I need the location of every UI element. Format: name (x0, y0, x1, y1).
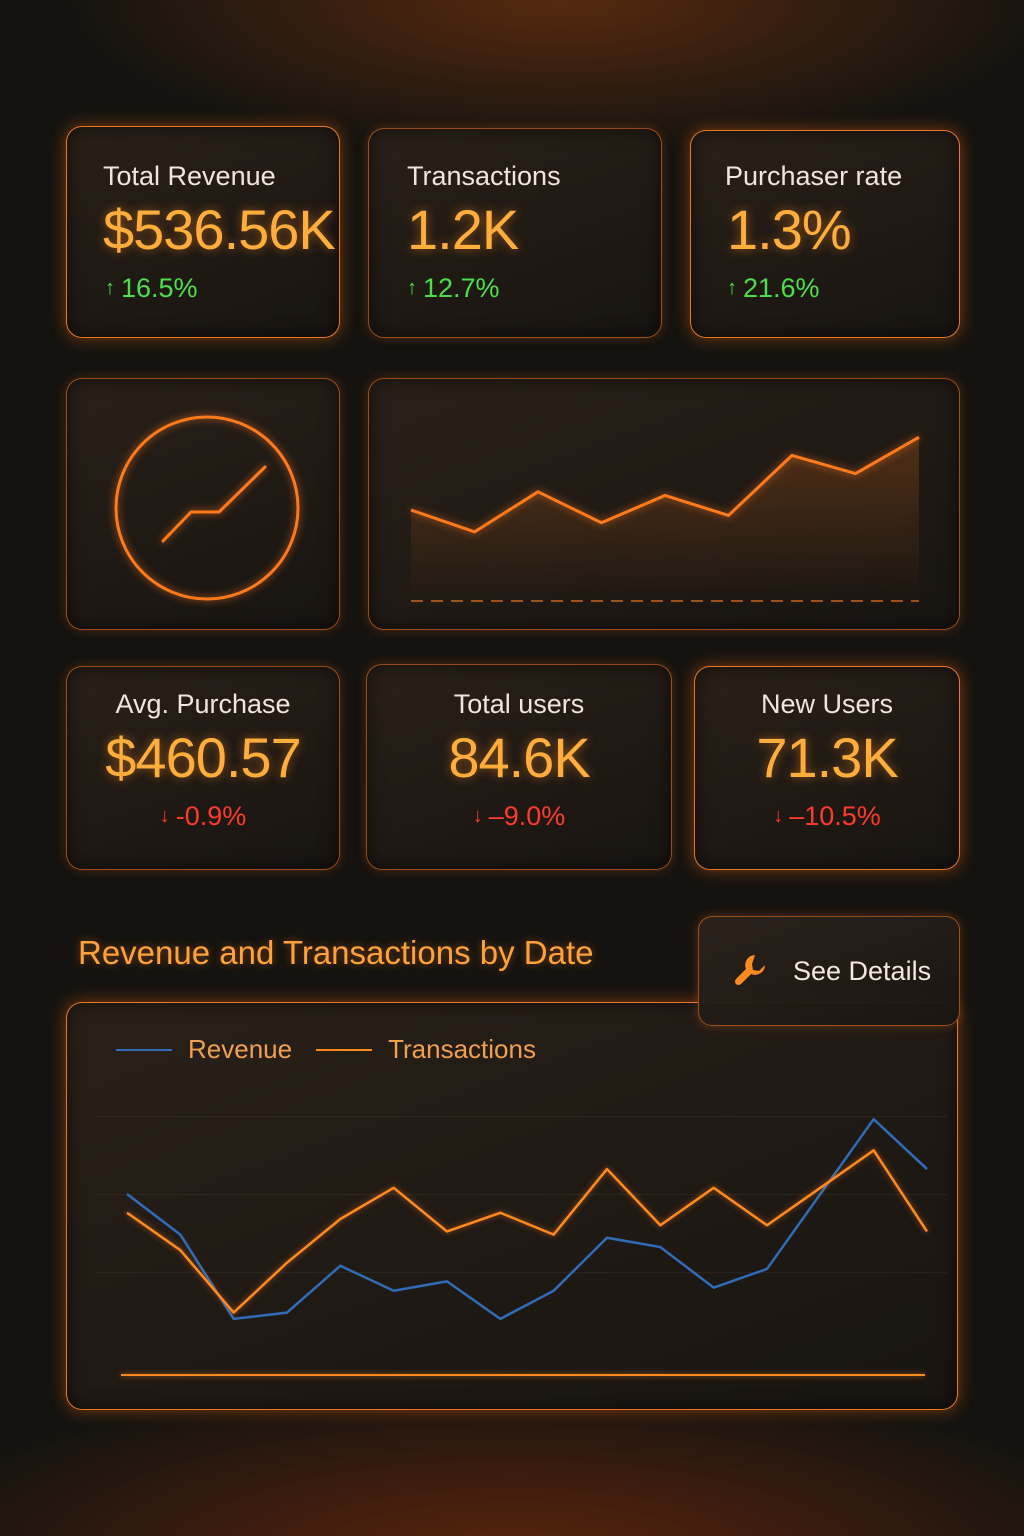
kpi-label: Avg. Purchase (115, 689, 291, 719)
kpi-card-transactions[interactable]: Transactions 1.2K ↑ 12.7% (368, 128, 662, 338)
kpi-value: 71.3K (756, 726, 898, 789)
kpi-delta-value: –10.5% (789, 801, 881, 831)
kpi-label: New Users (760, 689, 894, 719)
see-details-label: See Details (793, 955, 932, 986)
legend-item-transactions: Transactions (316, 1034, 536, 1065)
sparkline-chart (410, 435, 920, 602)
arrow-up-icon: ↑ (105, 277, 115, 299)
arrow-down-icon: ↓ (773, 805, 784, 827)
arrow-up-icon: ↑ (727, 277, 737, 299)
legend-item-revenue: Revenue (116, 1034, 292, 1065)
kpi-value: $536.56K (103, 198, 336, 261)
sparkline-card[interactable] (368, 378, 960, 630)
chart-legend: Revenue Transactions (116, 1034, 560, 1065)
legend-label: Transactions (388, 1034, 536, 1064)
main-chart-card (66, 1002, 958, 1410)
kpi-value: 1.3% (727, 198, 852, 261)
kpi-delta: ↓ –9.0% (367, 801, 671, 832)
kpi-delta: ↑ 21.6% (727, 273, 820, 304)
arrow-down-icon: ↓ (159, 805, 170, 827)
sparkline-line (410, 435, 920, 534)
kpi-delta-value: 21.6% (743, 273, 820, 303)
kpi-delta: ↓ -0.9% (67, 801, 339, 832)
gauge-trend-icon (114, 415, 300, 601)
kpi-delta-value: -0.9% (175, 801, 247, 831)
legend-label: Revenue (188, 1034, 293, 1064)
kpi-delta: ↓ –10.5% (695, 801, 959, 832)
revenue-transactions-chart (97, 1116, 947, 1376)
kpi-delta-value: 16.5% (121, 273, 198, 303)
kpi-delta-value: 12.7% (423, 273, 500, 303)
kpi-delta: ↑ 16.5% (105, 273, 198, 304)
section-title: Revenue and Transactions by Date (78, 934, 594, 971)
legend-swatch-revenue (116, 1048, 172, 1051)
kpi-delta: ↑ 12.7% (407, 273, 500, 304)
kpi-card-total-users[interactable]: Total users 84.6K ↓ –9.0% (366, 664, 672, 870)
arrow-down-icon: ↓ (472, 805, 483, 827)
wrench-icon (734, 955, 765, 986)
kpi-label: Total users (453, 689, 585, 719)
kpi-card-purchaser-rate[interactable]: Purchaser rate 1.3% ↑ 21.6% (690, 130, 960, 338)
arrow-up-icon: ↑ (407, 277, 417, 299)
gauge-card[interactable] (66, 378, 340, 630)
kpi-label: Purchaser rate (725, 161, 903, 191)
sparkline-area (411, 437, 919, 601)
kpi-value: $460.57 (105, 726, 301, 789)
series-line-transactions (126, 1149, 929, 1314)
legend-swatch-transactions (316, 1048, 373, 1051)
kpi-label: Transactions (407, 161, 561, 191)
kpi-delta-value: –9.0% (488, 801, 566, 831)
kpi-card-total-revenue[interactable]: Total Revenue $536.56K ↑ 16.5% (66, 126, 340, 338)
kpi-value: 1.2K (407, 198, 519, 261)
kpi-value: 84.6K (448, 726, 590, 789)
kpi-card-avg-purchase[interactable]: Avg. Purchase $460.57 ↓ -0.9% (66, 666, 340, 870)
kpi-label: Total Revenue (103, 161, 276, 191)
series-line-revenue (126, 1117, 928, 1321)
see-details-button[interactable]: See Details (698, 916, 960, 1026)
kpi-card-new-users[interactable]: New Users 71.3K ↓ –10.5% (694, 666, 960, 870)
